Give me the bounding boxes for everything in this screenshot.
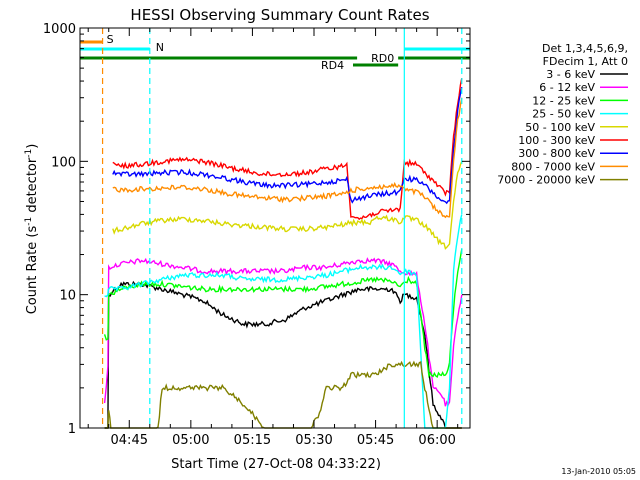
y-tick-label-1: 10 [59,289,76,304]
legend-label-7: 800 - 7000 keV [511,160,595,173]
series-line-0 [104,280,462,429]
x-tick-label-0: 04:45 [111,433,148,448]
legend-label-3: 25 - 50 keV [532,108,595,121]
y-axis-label-part-2: detector [25,157,40,217]
series-line-3 [104,214,463,429]
x-tick-label-4: 05:45 [357,433,394,448]
y-axis-label-superscript-1: -1 [24,217,34,226]
x-tick-label-5: 06:00 [418,433,455,448]
saa-flag-label: S [107,33,114,46]
x-axis-label: Start Time (27-Oct-08 04:33:22) [171,457,381,472]
series-line-6 [112,87,463,205]
legend-label-2: 12 - 25 keV [532,94,595,107]
vertical-markers-layer [101,28,463,428]
night-flag-label: N [156,41,164,54]
series-line-4 [112,161,463,250]
rd4-flag-label: RD4 [321,59,344,72]
series-line-2 [103,248,463,379]
series-line-8 [104,360,462,429]
legend-label-4: 50 - 100 keV [525,121,595,134]
rd0-flag-label: RD0 [371,52,394,65]
y-axis-label-superscript-2: -1 [24,149,34,158]
y-axis-label-part-1: Count Rate (s [25,226,40,315]
series-line-5 [112,78,463,221]
plot-frame [79,27,471,429]
legend-header-line-1: Det 1,3,4,5,6,9, [542,42,628,55]
generation-date: 13-Jan-2010 05:05 [561,467,636,476]
chart-title: HESSI Observing Summary Count Rates [130,6,429,24]
y-axis-label-part-3: ) [25,144,40,149]
x-tick-label-1: 05:00 [172,433,209,448]
axes-layer: 1 10 100 1000 04:45 05:00 05:15 05:30 05:45 06:00 [43,22,471,448]
legend-label-5: 100 - 300 keV [518,134,595,147]
legend-label-8: 7000 - 20000 keV [497,174,595,187]
y-tick-label-2: 100 [51,155,76,170]
series-layer [103,78,463,429]
series-line-7 [112,97,463,219]
x-tick-label-2: 05:15 [234,433,271,448]
legend-label-1: 6 - 12 keV [539,81,595,94]
y-tick-label-3: 1000 [43,22,76,37]
y-axis-label: Count Rate (s-1 detector-1) [24,144,40,315]
legend-label-6: 300 - 800 keV [518,147,595,160]
legend-label-0: 3 - 6 keV [546,68,595,81]
x-tick-label-3: 05:30 [295,433,332,448]
status-flags-layer: S N RD0 RD4 [80,33,470,72]
legend-header-line-2: FDecim 1, Att 0 [543,55,628,68]
legend: Det 1,3,4,5,6,9, FDecim 1, Att 0 3 - 6 k… [497,42,628,187]
y-tick-label-0: 1 [68,422,76,437]
